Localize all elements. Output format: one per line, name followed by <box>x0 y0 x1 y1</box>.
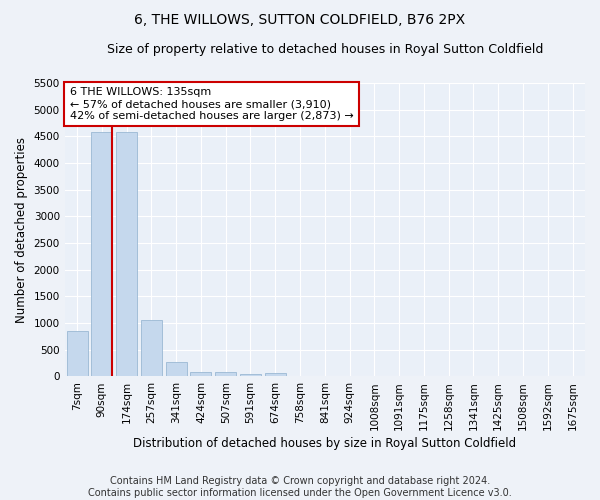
X-axis label: Distribution of detached houses by size in Royal Sutton Coldfield: Distribution of detached houses by size … <box>133 437 517 450</box>
Bar <box>116 132 137 376</box>
Bar <box>67 331 88 376</box>
Title: Size of property relative to detached houses in Royal Sutton Coldfield: Size of property relative to detached ho… <box>107 42 543 56</box>
Bar <box>240 374 261 376</box>
Text: Contains HM Land Registry data © Crown copyright and database right 2024.
Contai: Contains HM Land Registry data © Crown c… <box>88 476 512 498</box>
Bar <box>141 320 162 376</box>
Bar <box>166 362 187 376</box>
Bar <box>215 372 236 376</box>
Text: 6, THE WILLOWS, SUTTON COLDFIELD, B76 2PX: 6, THE WILLOWS, SUTTON COLDFIELD, B76 2P… <box>134 12 466 26</box>
Text: 6 THE WILLOWS: 135sqm
← 57% of detached houses are smaller (3,910)
42% of semi-d: 6 THE WILLOWS: 135sqm ← 57% of detached … <box>70 88 353 120</box>
Bar <box>265 373 286 376</box>
Bar <box>91 132 112 376</box>
Bar <box>190 372 211 376</box>
Y-axis label: Number of detached properties: Number of detached properties <box>15 136 28 323</box>
